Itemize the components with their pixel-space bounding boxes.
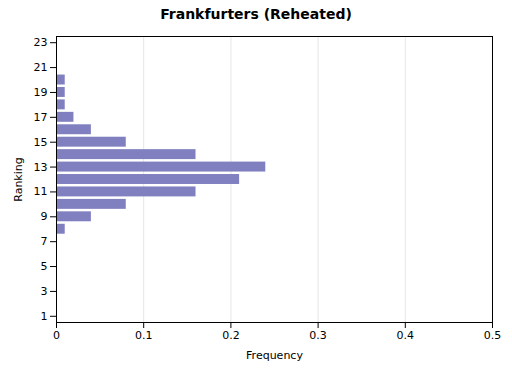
- svg-text:1: 1: [41, 310, 48, 323]
- svg-text:13: 13: [34, 161, 48, 174]
- svg-text:0.2: 0.2: [222, 329, 240, 342]
- svg-text:7: 7: [41, 235, 48, 248]
- svg-text:3: 3: [41, 285, 48, 298]
- svg-text:17: 17: [34, 111, 48, 124]
- svg-text:Frequency: Frequency: [246, 349, 303, 362]
- svg-text:11: 11: [34, 185, 48, 198]
- svg-text:0: 0: [53, 329, 60, 342]
- svg-text:15: 15: [34, 136, 48, 149]
- svg-text:0.3: 0.3: [309, 329, 327, 342]
- svg-text:19: 19: [34, 86, 48, 99]
- svg-text:0.1: 0.1: [135, 329, 153, 342]
- svg-text:9: 9: [41, 210, 48, 223]
- html-text:Frankfurters (Reheated): Frankfurters (Reheated): [160, 6, 352, 22]
- svg-text:Ranking: Ranking: [12, 157, 25, 202]
- svg-text:0.5: 0.5: [484, 329, 502, 342]
- svg-text:23: 23: [34, 36, 48, 49]
- svg-text:5: 5: [41, 260, 48, 273]
- svg-text:21: 21: [34, 61, 48, 74]
- svg-text:0.4: 0.4: [397, 329, 415, 342]
